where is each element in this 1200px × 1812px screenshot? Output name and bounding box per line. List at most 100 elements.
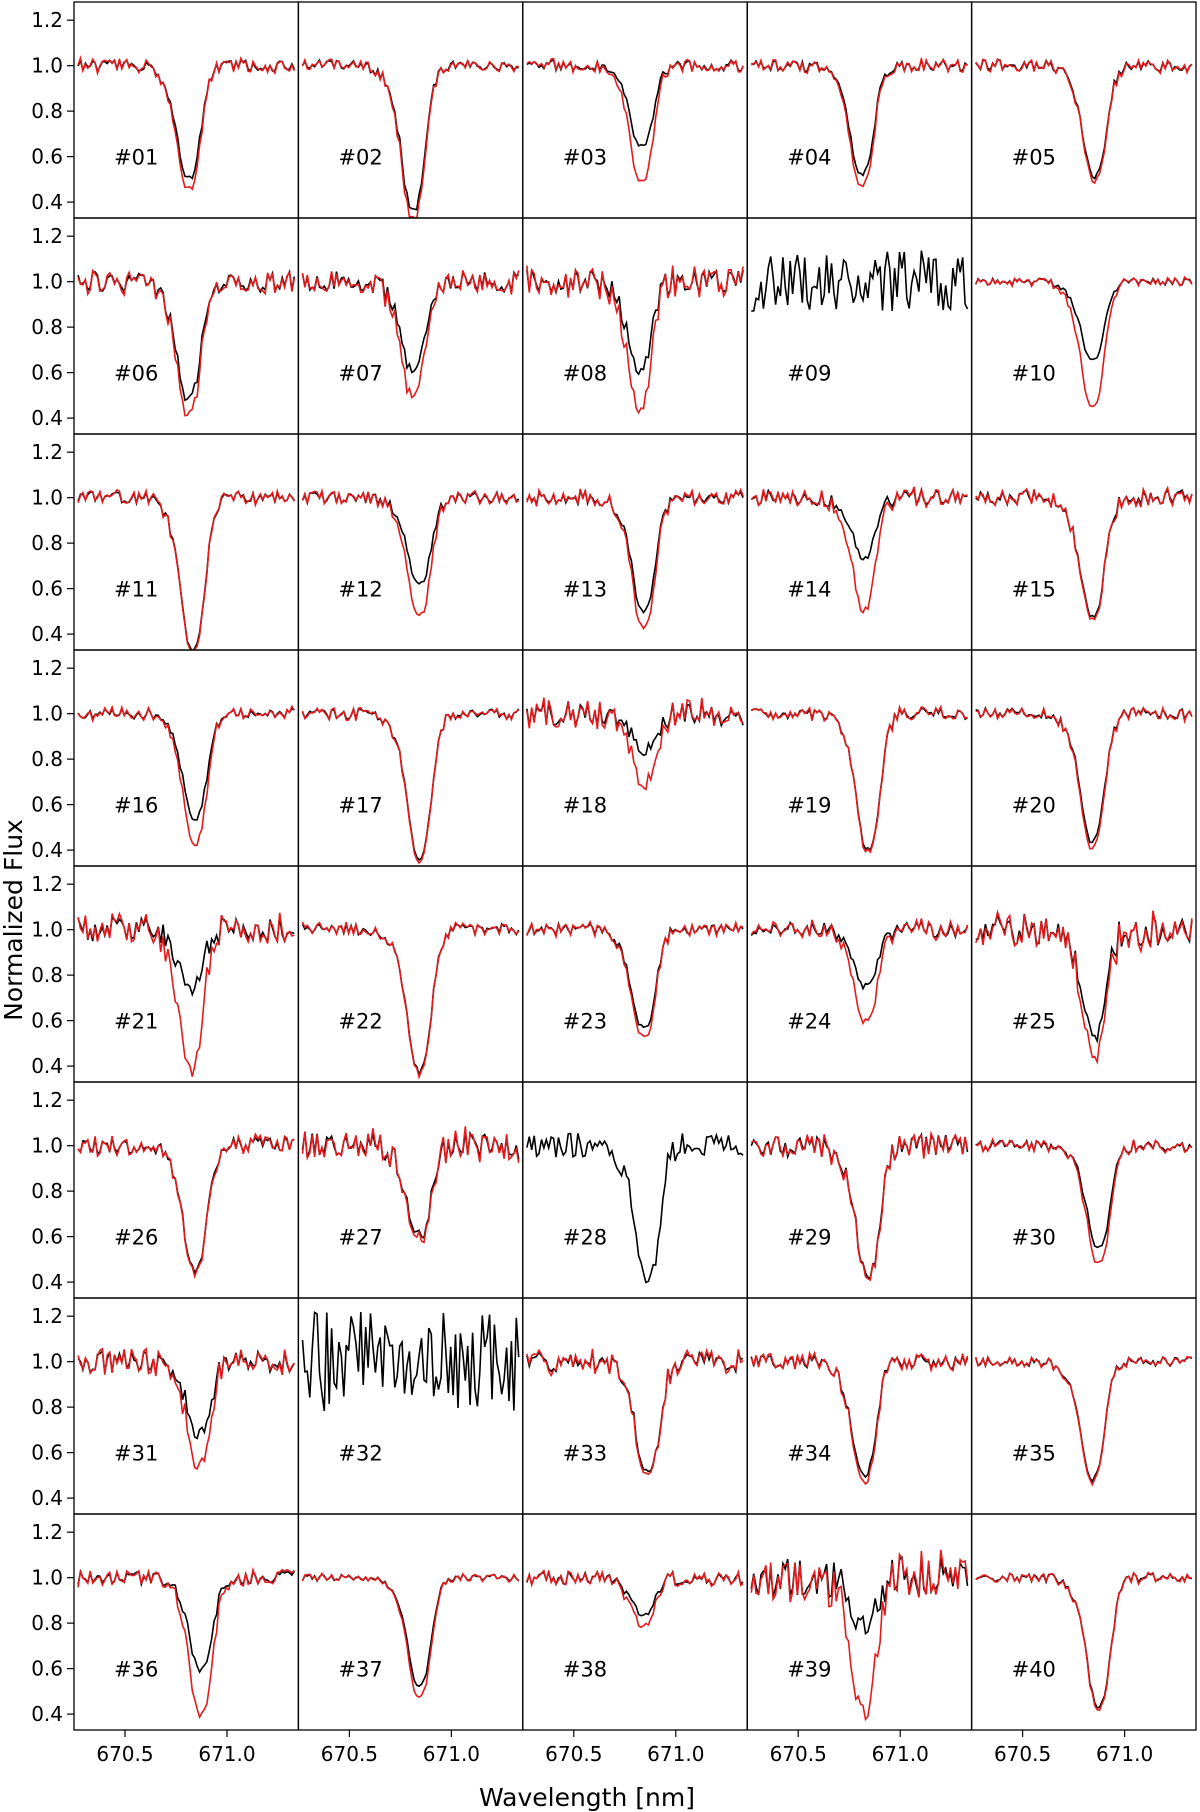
panel-lines (301, 1572, 520, 1699)
panel-36: #36 0.4 0.6 0.8 1.0 1.2 670.5 671.0 (31, 1513, 300, 1766)
y-tick-label: 0.8 (31, 747, 63, 771)
x-tick-label: 671.0 (423, 1742, 480, 1766)
panel-29: #29 (746, 1081, 973, 1299)
panel-frame (970, 1, 1197, 219)
panel-label: #30 (1012, 1226, 1056, 1250)
y-tick-label: 0.8 (31, 315, 63, 339)
panel-label: #07 (338, 362, 382, 386)
panel-frame (522, 649, 748, 867)
spectrum-red-line (526, 1347, 744, 1476)
panel-label: #33 (563, 1442, 607, 1466)
panel-label: #15 (1012, 578, 1056, 602)
y-tick-label: 0.6 (31, 1441, 63, 1465)
spectrum-red-line (301, 921, 520, 1080)
spectrum-black-line (526, 1132, 744, 1284)
spectrum-red-line (526, 697, 744, 791)
spectrum-black-line (526, 58, 744, 147)
spectrum-red-line (77, 487, 296, 650)
spectrum-black-line (750, 486, 968, 561)
panel-05: #05 (970, 1, 1197, 219)
x-axis-label: Wavelength [nm] (479, 1783, 695, 1812)
panel-label: #39 (787, 1658, 831, 1682)
spectrum-black-line (77, 489, 295, 650)
panel-lines (77, 1347, 295, 1471)
y-tick-label: 0.4 (31, 1270, 63, 1294)
spectrum-black-line (301, 921, 520, 1078)
panel-frame (297, 217, 524, 435)
spectrum-red-line (301, 487, 520, 617)
panel-07: #07 (297, 217, 524, 435)
y-tick-label: 1.2 (31, 224, 63, 248)
y-tick-label: 1.2 (31, 1088, 63, 1112)
panel-label: #23 (563, 1010, 607, 1034)
y-tick-label: 1.2 (31, 8, 63, 32)
panel-frame (970, 1081, 1197, 1299)
panel-label: #32 (338, 1442, 382, 1466)
panel-lines (526, 1347, 744, 1476)
spectrum-black-line (975, 1138, 1193, 1249)
panel-lines (974, 1354, 1193, 1487)
panel-frame (522, 1297, 748, 1515)
spectrum-black-line (301, 1310, 520, 1412)
y-tick-label: 1.0 (31, 1566, 63, 1590)
spectrum-black-line (526, 1348, 744, 1473)
spectrum-red-line (974, 1354, 1192, 1487)
panel-lines (975, 485, 1193, 621)
panel-label: #13 (563, 578, 607, 602)
y-tick-label: 0.8 (31, 99, 63, 123)
y-tick-label: 1.0 (31, 1350, 63, 1374)
spectrum-red-line (975, 485, 1193, 621)
panels-group: #01 0.4 0.6 0.8 1.0 1.2 #02 #03 #04 #05 #06 0.4 0.6 0… (31, 1, 1197, 1766)
panel-label: #04 (787, 146, 831, 170)
panel-lines (751, 250, 969, 312)
panel-lines (526, 265, 744, 415)
panel-frame (746, 1, 973, 219)
spectrum-red-line (77, 911, 295, 1077)
spectrum-red-line (526, 919, 744, 1037)
panel-label: #26 (114, 1226, 158, 1250)
y-tick-label: 0.8 (31, 1611, 63, 1635)
panel-lines (301, 57, 519, 218)
panel-frame (522, 1081, 748, 1299)
panel-03: #03 (522, 1, 748, 219)
panel-frame (522, 433, 748, 651)
panel-frame (746, 865, 973, 1083)
panel-lines (750, 704, 968, 854)
panel-frame (73, 1513, 300, 1731)
panel-23: #23 (522, 865, 748, 1083)
y-tick-label: 0.4 (31, 838, 63, 862)
panel-label: #29 (787, 1226, 831, 1250)
spectrum-black-line (751, 250, 969, 312)
panel-frame (297, 865, 524, 1083)
panel-frame (73, 1081, 300, 1299)
y-tick-label: 1.0 (31, 270, 63, 294)
spectrum-red-line (301, 705, 520, 865)
spectrum-red-line (975, 1136, 1193, 1264)
panel-13: #13 (522, 433, 748, 651)
panel-frame (746, 649, 973, 867)
panel-lines (750, 57, 969, 188)
spectrum-red-line (526, 487, 744, 631)
spectrum-red-line (301, 57, 519, 218)
panel-lines (750, 486, 968, 614)
spectrum-black-line (975, 58, 1193, 180)
panel-28: #28 (522, 1081, 748, 1299)
panel-frame (970, 1297, 1197, 1515)
panel-frame (522, 1513, 748, 1731)
panel-frame (73, 433, 300, 651)
panel-label: #22 (338, 1010, 382, 1034)
spectrum-red-line (975, 57, 1193, 185)
panel-lines (301, 921, 520, 1080)
y-tick-label: 1.2 (31, 440, 63, 464)
panel-40: #40 670.5 671.0 (970, 1513, 1197, 1766)
axis-text-group: Wavelength [nm] Normalized Flux (0, 819, 695, 1812)
panel-frame (746, 217, 973, 435)
panel-frame (297, 649, 524, 867)
panel-label: #12 (338, 578, 382, 602)
y-tick-label: 1.0 (31, 486, 63, 510)
x-tick-label: 670.5 (96, 1742, 153, 1766)
panel-15: #15 (970, 433, 1197, 651)
panel-lines (975, 57, 1193, 185)
panel-frame (297, 1, 524, 219)
spectrum-red-line (750, 1549, 969, 1722)
